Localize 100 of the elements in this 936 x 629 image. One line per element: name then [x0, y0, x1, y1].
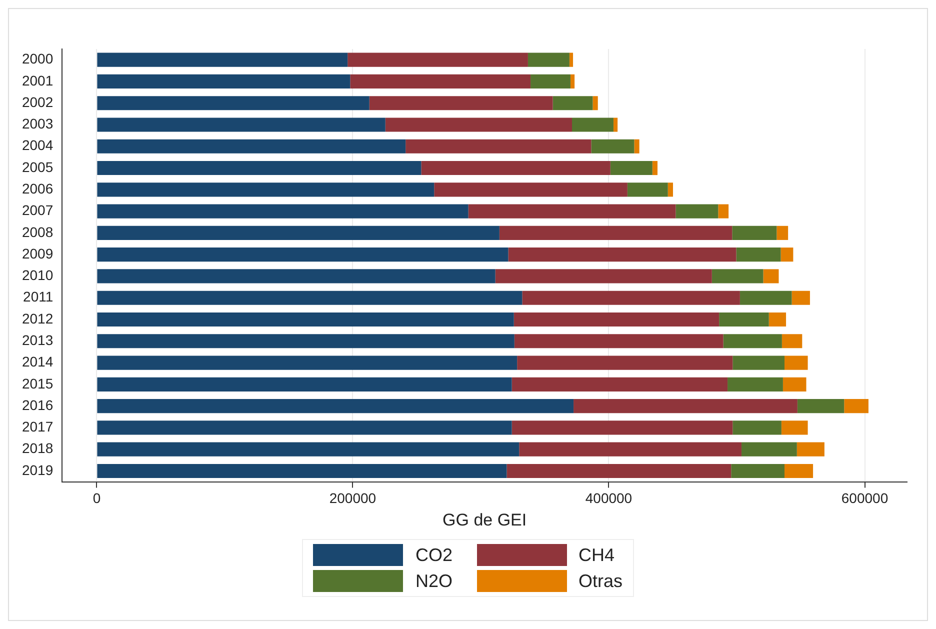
bar: [97, 334, 514, 348]
bar: [495, 269, 712, 284]
y-tick-label: 2018: [22, 440, 54, 456]
bar: [668, 182, 673, 197]
bar: [784, 356, 808, 370]
bar: [732, 420, 782, 435]
y-tick-label: 2005: [22, 158, 54, 175]
bar: [512, 420, 733, 435]
bar: [712, 269, 764, 284]
bar: [468, 204, 676, 218]
bar: [634, 139, 640, 154]
bar: [723, 334, 782, 348]
y-tick-label: 2019: [22, 462, 54, 478]
bar: [784, 464, 814, 478]
bar: [348, 52, 528, 67]
y-tick-label: 2003: [22, 116, 54, 132]
bar: [97, 96, 370, 110]
legend-label: CO2: [415, 544, 452, 566]
bar: [97, 160, 422, 176]
bar: [796, 442, 824, 456]
bar: [627, 182, 668, 197]
bar: [97, 356, 518, 370]
bar: [676, 204, 718, 218]
bar: [517, 356, 733, 370]
y-tick-label: 2012: [22, 310, 54, 326]
bar: [768, 312, 786, 327]
y-tick-label: 2016: [22, 396, 54, 413]
bar: [592, 96, 598, 110]
y-tick-label: 2014: [22, 354, 54, 370]
bar: [97, 74, 350, 88]
bar: [97, 118, 386, 132]
bar: [97, 464, 507, 478]
bar: [350, 74, 531, 88]
bar: [528, 52, 570, 67]
bar: [569, 52, 574, 67]
bar: [514, 312, 720, 327]
bar: [97, 420, 512, 435]
bar: [434, 182, 628, 197]
bar: [719, 312, 769, 327]
bar: [97, 442, 520, 456]
y-tick-label: 2011: [23, 288, 54, 305]
bar: [512, 377, 728, 392]
legend-label: N2O: [415, 570, 452, 592]
x-tick-label: 0: [92, 490, 101, 506]
bar: [732, 356, 784, 370]
y-tick-label: 2000: [22, 50, 54, 67]
x-tick-label: 400000: [585, 490, 632, 506]
bar: [736, 248, 781, 262]
y-tick-label: 2015: [22, 375, 54, 392]
bar: [97, 290, 522, 305]
bar: [369, 96, 553, 110]
bar: [97, 52, 348, 67]
bar: [570, 74, 575, 88]
x-tick-label: 200000: [329, 490, 376, 506]
bar: [763, 269, 779, 284]
y-tick-label: 2007: [22, 202, 54, 218]
bar: [97, 204, 468, 218]
bar: [97, 312, 514, 327]
bar: [780, 248, 794, 262]
bar: [844, 399, 868, 414]
bar: [591, 139, 634, 154]
bar: [97, 399, 574, 414]
bar: [552, 96, 593, 110]
bar: [385, 118, 572, 132]
bar: [728, 377, 783, 392]
x-axis-title: GG de GEI: [442, 510, 527, 530]
bar: [718, 204, 729, 218]
bar: [782, 334, 802, 348]
bar: [613, 118, 618, 132]
y-tick-label: 2001: [22, 72, 54, 88]
bar: [792, 290, 810, 305]
bar: [97, 182, 434, 197]
bar: [514, 334, 724, 348]
bar: [406, 139, 592, 154]
y-tick-label: 2006: [22, 180, 54, 197]
y-tick-label: 2002: [22, 94, 54, 110]
bar: [781, 420, 808, 435]
y-tick-label: 2004: [22, 137, 54, 154]
bar: [522, 290, 740, 305]
bar: [421, 160, 610, 176]
bar: [782, 377, 806, 392]
bar: [732, 226, 777, 240]
bar: [97, 248, 508, 262]
legend-label: Otras: [578, 570, 623, 592]
x-tick-label: 600000: [841, 490, 888, 506]
bar: [740, 290, 792, 305]
bar: [741, 442, 797, 456]
bar: [499, 226, 732, 240]
bar: [97, 377, 512, 392]
bar: [97, 269, 496, 284]
bar: [574, 399, 798, 414]
bar: [506, 464, 732, 478]
bar: [652, 160, 658, 176]
bar: [776, 226, 788, 240]
y-tick-label: 2013: [22, 332, 54, 348]
y-tick-label: 2009: [22, 245, 54, 262]
bar: [530, 74, 570, 88]
legend-label: CH4: [578, 544, 615, 566]
y-tick-label: 2008: [22, 224, 54, 240]
bar: [731, 464, 784, 478]
